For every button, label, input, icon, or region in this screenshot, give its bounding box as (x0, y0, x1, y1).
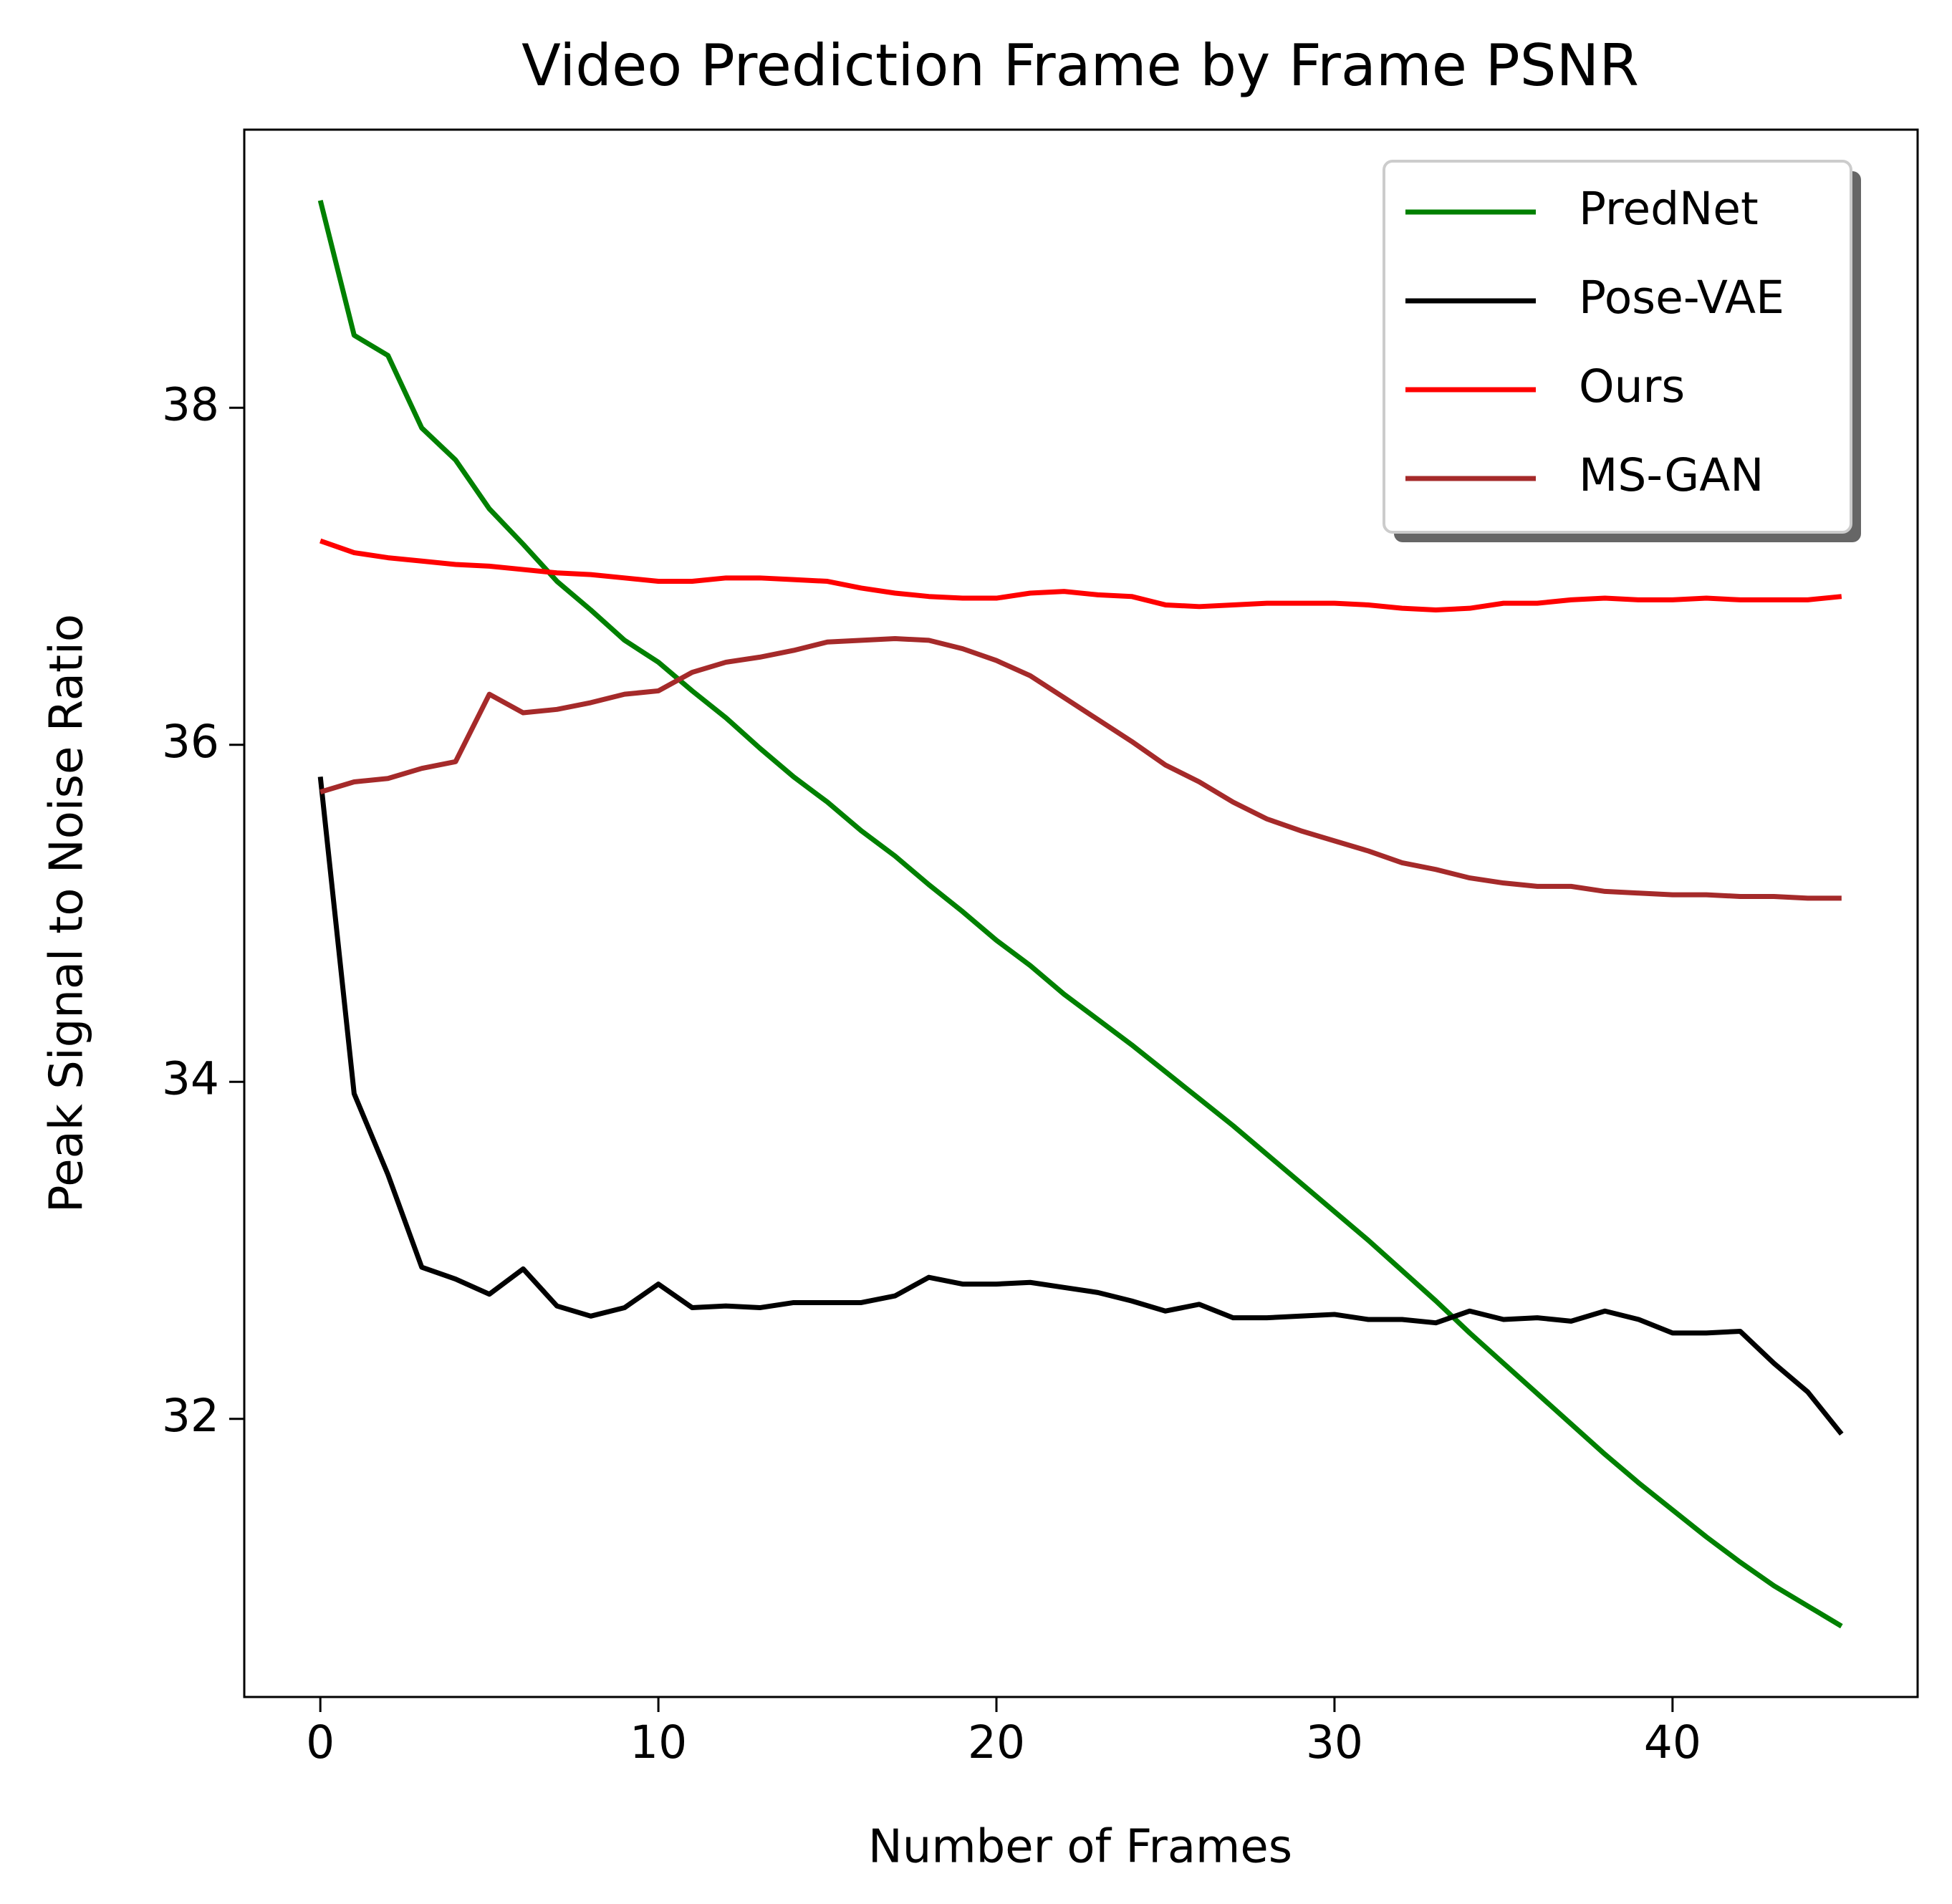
axes-frame (243, 128, 1919, 1698)
legend-box (1383, 160, 1852, 534)
series-line (317, 776, 1844, 1436)
series-line (319, 636, 1842, 901)
legend-label: Ours (1579, 360, 1685, 413)
y-axis-label: Peak Signal to Noise Ratio (41, 614, 94, 1213)
y-tick-label: 38 (162, 378, 219, 431)
legend-label: MS-GAN (1579, 449, 1764, 501)
x-axis-label: Number of Frames (868, 1821, 1292, 1874)
y-tick-label: 34 (162, 1052, 219, 1105)
x-tick-label: 20 (968, 1716, 1025, 1769)
chart-title: Video Prediction Frame by Frame PSNR (521, 32, 1639, 99)
legend-label: Pose-VAE (1579, 271, 1784, 324)
legend-label: PredNet (1579, 183, 1759, 235)
x-tick-label: 0 (306, 1716, 335, 1769)
series-line (319, 538, 1842, 613)
y-tick-label: 36 (162, 716, 219, 768)
y-tick-label: 32 (162, 1390, 219, 1442)
x-tick-label: 30 (1306, 1716, 1363, 1769)
x-tick-label: 10 (630, 1716, 687, 1769)
x-tick-label: 40 (1644, 1716, 1701, 1769)
series-line (317, 199, 1843, 1629)
